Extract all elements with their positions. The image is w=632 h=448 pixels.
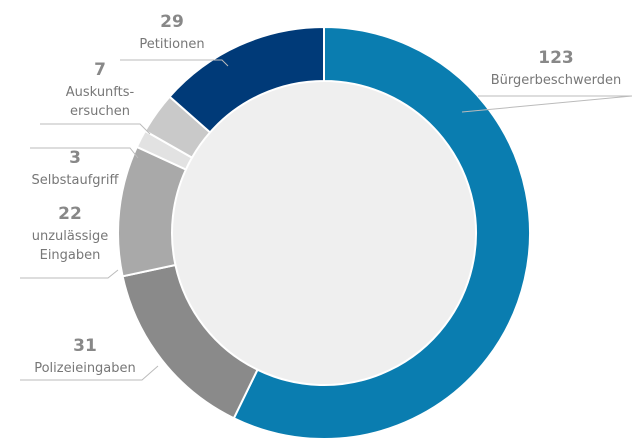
category-label: Selbstaufgriff [32, 173, 120, 188]
value-label: 7 [94, 60, 106, 80]
category-label: Auskunfts-ersuchen [66, 85, 135, 119]
category-label-line: Petitionen [139, 37, 204, 52]
leader-line [20, 365, 159, 381]
value-label: 22 [58, 204, 82, 224]
leader-line [20, 269, 119, 279]
category-label-line: Auskunfts- [66, 85, 135, 100]
donut-segment [232, 25, 531, 440]
value-label: 31 [73, 336, 97, 356]
category-label-line: Eingaben [40, 248, 101, 263]
value-label: 3 [69, 148, 81, 168]
donut-segment [168, 25, 325, 134]
category-label: Petitionen [139, 37, 204, 52]
leader-line [40, 123, 151, 135]
category-label-line: Selbstaufgriff [32, 173, 120, 188]
category-label-line: Bürgerbeschwerden [491, 73, 622, 88]
leader-line [30, 147, 139, 159]
category-label: Bürgerbeschwerden [491, 73, 622, 88]
leader-line [120, 59, 229, 67]
category-label-line: unzulässige [32, 229, 109, 244]
category-label-line: Polizeieingaben [34, 361, 136, 376]
value-label: 29 [160, 12, 184, 32]
category-label: Polizeieingaben [34, 361, 136, 376]
value-label: 123 [538, 48, 574, 68]
category-label: unzulässige Eingaben [32, 229, 109, 263]
donut-center [172, 81, 476, 385]
leader-line [461, 95, 632, 113]
category-label-line: ersuchen [70, 104, 130, 119]
